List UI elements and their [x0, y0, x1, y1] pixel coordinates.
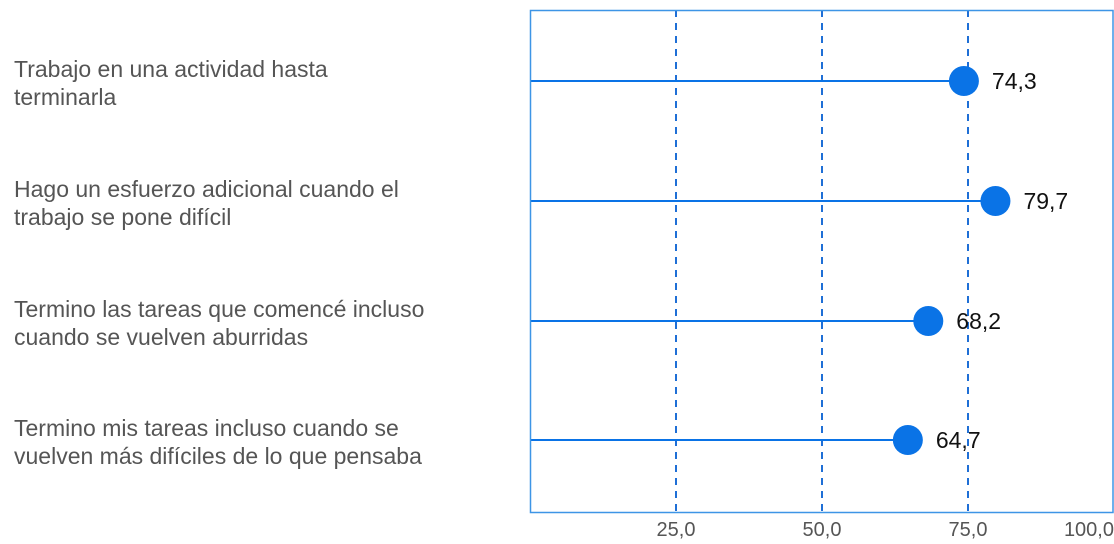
category-label: Termino las tareas que comencé incluso cu… — [14, 296, 424, 350]
category-labels: Trabajo en una actividad hasta terminarla… — [14, 56, 424, 469]
category-label-line: Termino mis tareas incluso cuando se — [14, 415, 399, 441]
x-tick-label: 75,0 — [949, 519, 988, 541]
x-tick-label: 50,0 — [803, 519, 842, 541]
category-label-line: vuelven más difíciles de lo que pensaba — [14, 443, 422, 469]
category-label-line: Hago un esfuerzo adicional cuando el — [14, 176, 399, 202]
lollipop-dots — [893, 66, 1011, 455]
lollipop-dot — [949, 66, 979, 96]
category-label-line: cuando se vuelven aburridas — [14, 324, 308, 350]
lollipop-stems — [530, 81, 995, 440]
category-label: Hago un esfuerzo adicional cuando el trab… — [14, 176, 399, 230]
category-label-line: Trabajo en una actividad hasta — [14, 56, 328, 82]
category-label: Trabajo en una actividad hasta terminarla — [14, 56, 328, 110]
x-tick-label: 25,0 — [657, 519, 696, 541]
grid-lines — [676, 10, 968, 512]
lollipop-dot — [913, 306, 943, 336]
value-label: 68,2 — [956, 308, 1001, 334]
value-labels: 74,3 79,7 68,2 64,7 — [936, 68, 1068, 453]
value-label: 64,7 — [936, 427, 981, 453]
category-label-line: trabajo se pone difícil — [14, 204, 231, 230]
category-label: Termino mis tareas incluso cuando se vuel… — [14, 415, 422, 469]
value-label: 74,3 — [992, 68, 1037, 94]
lollipop-dot — [980, 186, 1010, 216]
x-tick-label: 100,0 — [1064, 519, 1114, 541]
category-label-line: terminarla — [14, 84, 116, 110]
value-label: 79,7 — [1023, 188, 1068, 214]
lollipop-dot — [893, 425, 923, 455]
category-label-line: Termino las tareas que comencé incluso — [14, 296, 424, 322]
x-axis-ticks: 25,0 50,0 75,0 100,0 — [657, 519, 1114, 541]
